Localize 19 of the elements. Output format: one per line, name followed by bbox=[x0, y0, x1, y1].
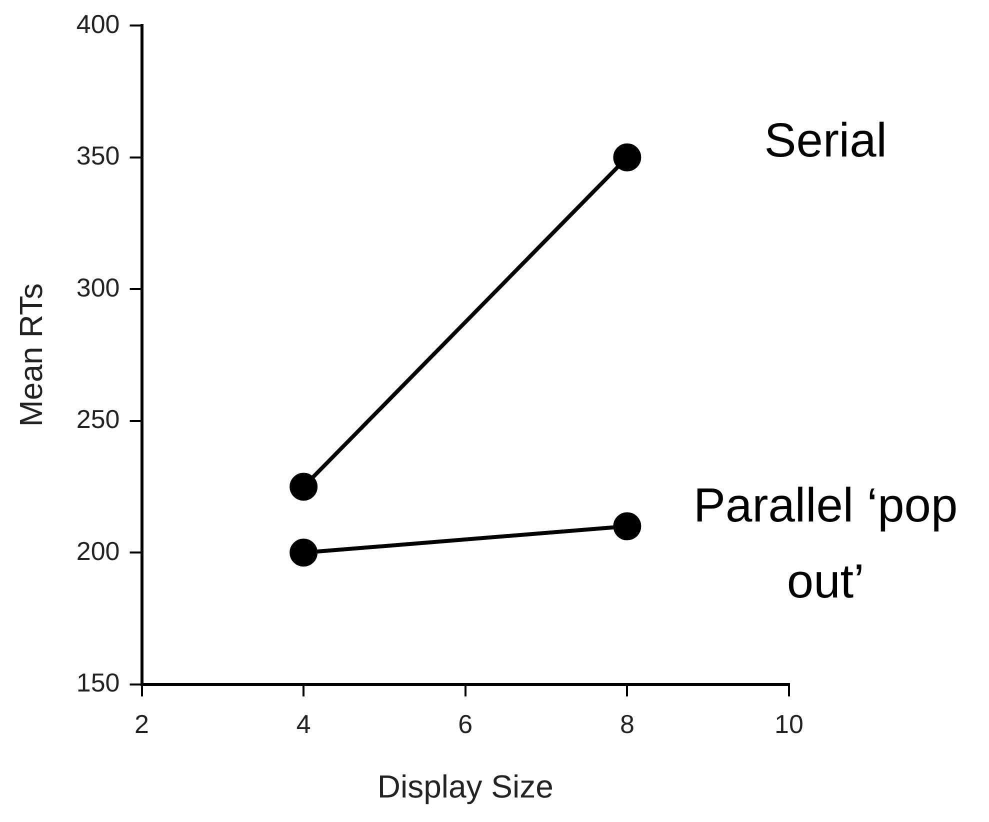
x-axis-title: Display Size bbox=[377, 768, 554, 805]
point bbox=[613, 143, 642, 172]
series-label: Parallel ‘pop out’ bbox=[694, 480, 958, 609]
y-tick-label: 350 bbox=[76, 140, 120, 171]
y-tick-label: 150 bbox=[76, 668, 120, 698]
point bbox=[290, 538, 318, 567]
y-tick-label: 200 bbox=[76, 536, 120, 566]
point bbox=[613, 512, 642, 540]
x-tick-label: 6 bbox=[458, 709, 473, 740]
y-tick-label: 300 bbox=[76, 272, 120, 302]
x-tick-label: 2 bbox=[134, 709, 150, 740]
text: Serial bbox=[764, 114, 887, 168]
x-tick-label: 10 bbox=[774, 709, 804, 740]
x-tick-label: 8 bbox=[620, 709, 634, 740]
x-tick-label: 4 bbox=[296, 709, 311, 740]
y-tick-label: 250 bbox=[76, 404, 120, 434]
y-tick-label: 400 bbox=[76, 8, 120, 39]
point bbox=[290, 472, 318, 501]
y-axis-title: Mean RTs bbox=[13, 283, 50, 427]
